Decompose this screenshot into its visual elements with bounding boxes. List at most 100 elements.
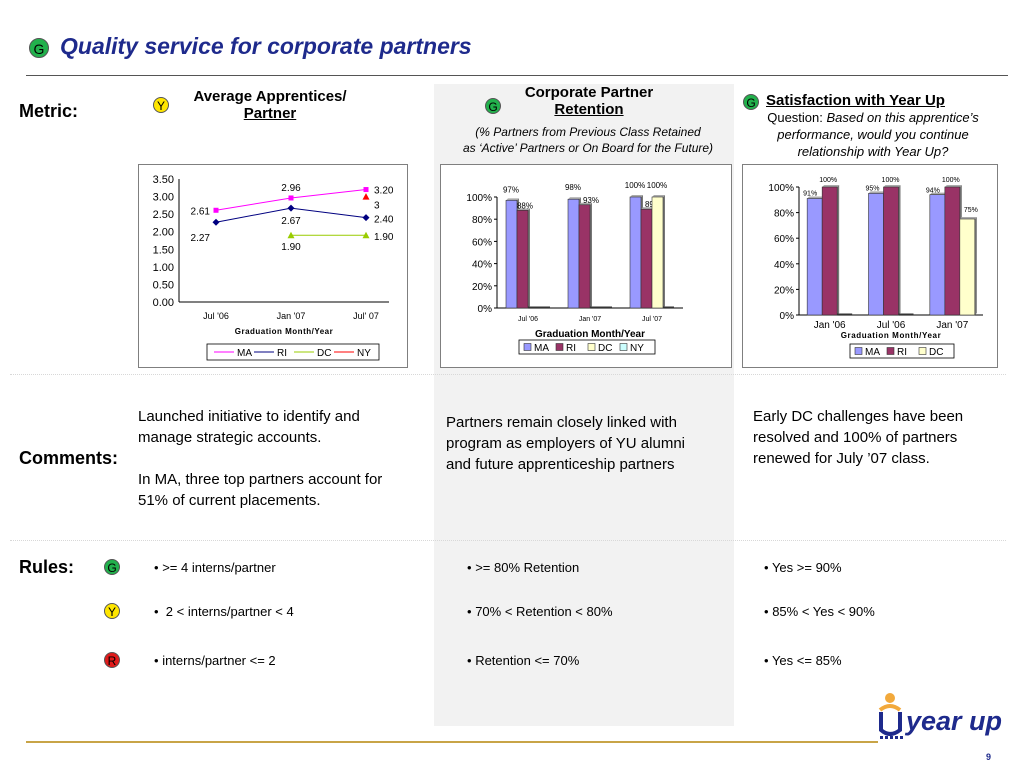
- rule-text: interns/partner <= 2: [162, 653, 276, 668]
- bar-MA: [929, 194, 946, 316]
- rule-apprentices-red: • interns/partner <= 2: [154, 653, 276, 668]
- y-tick-label: 20%: [774, 285, 794, 296]
- bar-top: [630, 195, 643, 197]
- metric1-title-line2: Partner: [243, 105, 297, 122]
- data-label: 97%: [503, 185, 519, 194]
- y-tick-label: 40%: [774, 260, 794, 271]
- bar-top: [579, 202, 592, 205]
- title-status-badge: G: [29, 38, 49, 58]
- legend-label: DC: [317, 348, 331, 359]
- data-label: 98%: [565, 183, 581, 192]
- bar-shadow: [837, 185, 840, 315]
- data-label: 88%: [517, 201, 533, 210]
- data-label: 3: [374, 201, 380, 212]
- bar-MA: [806, 198, 823, 316]
- comment-line: In MA, three top partners account for: [138, 471, 383, 488]
- metric2-status-badge: G: [485, 98, 501, 114]
- metric3-question-line2: performance, would you continue: [777, 127, 969, 142]
- y-tick-label: 20%: [472, 282, 492, 293]
- data-label: 100%: [647, 181, 667, 190]
- bar-top: [568, 197, 581, 200]
- y-tick-label: 80%: [472, 215, 492, 226]
- comment-line: Launched initiative to identify and: [138, 408, 360, 425]
- metric3-question-line3: relationship with Year Up?: [797, 144, 949, 159]
- rule-yellow-badge: Y: [104, 603, 120, 619]
- bar-DC: [898, 313, 914, 315]
- x-axis-title: Graduation Month/Year: [841, 331, 942, 340]
- data-label: 3.20: [374, 186, 394, 197]
- x-tick-label: Jul '07: [642, 316, 662, 323]
- data-label: 100%: [625, 181, 645, 190]
- data-label: 100%: [882, 177, 900, 184]
- bar-DC: [651, 196, 664, 309]
- legend-label: RI: [277, 348, 287, 359]
- bar-top: [517, 208, 530, 211]
- comment-satisfaction: Early DC challenges have been resolved a…: [753, 406, 1013, 469]
- metric1-title: Average Apprentices/ Partner: [170, 88, 370, 122]
- metric1-title-line1: Average Apprentices/: [193, 88, 347, 105]
- x-tick-label: Jan '07: [936, 320, 968, 331]
- comment-line: and future apprenticeship partners: [446, 456, 675, 473]
- y-tick-label: 60%: [774, 234, 794, 245]
- legend-label: MA: [534, 343, 549, 354]
- x-axis-title: Graduation Month/Year: [535, 329, 645, 340]
- partner-retention-chart: 100% 80% 60% 40% 20% 0% 97% 88% Jul '06 98%93% Jan…: [466, 181, 683, 355]
- metric3-status-badge: G: [743, 94, 759, 110]
- data-label: 100%: [942, 177, 960, 184]
- data-label: 95%: [865, 185, 879, 192]
- data-point: [212, 218, 220, 226]
- bar-top: [807, 196, 825, 199]
- data-label: 75%: [964, 207, 978, 214]
- bar-DC: [590, 306, 601, 308]
- rule-text: >= 80% Retention: [475, 560, 580, 575]
- comment-line: Early DC challenges have been: [753, 408, 964, 425]
- rule-text: 2 < interns/partner < 4: [165, 604, 294, 619]
- section-separator: [10, 374, 1006, 375]
- rule-text: 70% < Retention < 80%: [475, 604, 613, 619]
- comment-apprentices: Launched initiative to identify and mana…: [138, 406, 428, 511]
- y-tick-label: 3.00: [153, 192, 174, 204]
- year-up-logo: year up: [876, 688, 1006, 744]
- legend-label: DC: [929, 347, 943, 358]
- y-tick-label: 100%: [768, 183, 794, 194]
- y-tick-label: 1.00: [153, 262, 174, 274]
- bar-top: [959, 217, 977, 219]
- legend-swatch: [886, 347, 895, 355]
- chart-legend: [849, 343, 955, 359]
- year-up-logo-mark: year up: [878, 693, 1002, 739]
- legend-label: NY: [357, 348, 371, 359]
- data-label: 2.40: [374, 215, 394, 226]
- section-separator: [10, 540, 1006, 541]
- data-point: [362, 214, 370, 222]
- bar-top: [868, 191, 886, 194]
- rule-apprentices-green: • >= 4 interns/partner: [154, 560, 276, 575]
- legend-swatch: [555, 343, 564, 351]
- metric2-subtitle-line1: (% Partners from Previous Class Retained: [475, 125, 701, 139]
- legend-label: RI: [566, 343, 576, 354]
- bar-RI: [944, 186, 961, 316]
- bar-top: [929, 192, 947, 195]
- metric-label: Metric:: [19, 101, 79, 121]
- bar-top: [883, 185, 901, 187]
- comment-line: program as employers of YU alumni: [446, 435, 685, 452]
- legend-label: MA: [865, 347, 880, 358]
- legend-swatch: [854, 347, 863, 355]
- bar-DC: [528, 306, 539, 308]
- bullet: •: [764, 604, 769, 619]
- legend-label: MA: [237, 348, 252, 359]
- y-tick-label: 0.50: [153, 279, 174, 291]
- rule-green-badge: G: [104, 559, 120, 575]
- page-number: 9: [986, 752, 992, 762]
- legend-swatch: [587, 343, 596, 351]
- data-label: 91%: [803, 191, 817, 198]
- bullet: •: [467, 604, 472, 619]
- bullet: •: [154, 560, 159, 575]
- data-label: 94%: [926, 188, 940, 195]
- bar-top: [652, 195, 665, 197]
- bullet: •: [764, 560, 769, 575]
- bullet: •: [154, 653, 159, 668]
- data-label: 100%: [819, 177, 837, 184]
- bar-top: [641, 207, 654, 210]
- bar-MA: [629, 196, 642, 309]
- y-tick-label: 0.00: [153, 297, 174, 309]
